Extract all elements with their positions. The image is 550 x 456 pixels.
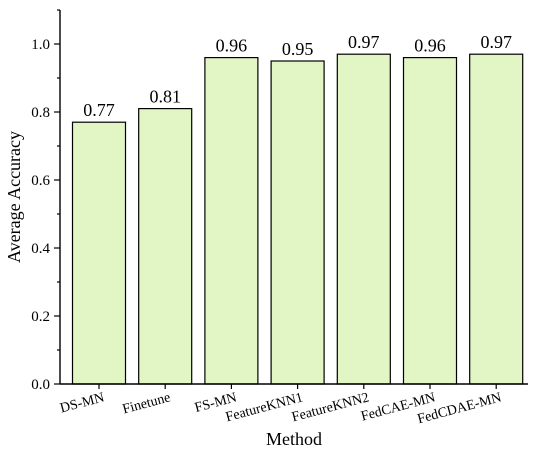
x-axis-title: Method bbox=[266, 429, 322, 449]
axes-group bbox=[59, 10, 528, 385]
bar-value-label: 0.81 bbox=[149, 87, 181, 107]
y-ticks-group: 0.0 0.2 0.4 0.6 0.8 1.0 bbox=[31, 9, 60, 393]
x-ticks-group: DS-MN Finetune FS-MNFeatureKNN1FeatureKNN2… bbox=[59, 384, 503, 427]
y-axis-title: Average Accuracy bbox=[4, 131, 24, 263]
bar-value-label: 0.97 bbox=[480, 32, 512, 52]
bar-featureknn2 bbox=[336, 53, 391, 385]
y-tick-label: 0.8 bbox=[31, 105, 50, 121]
bar-value-label: 0.95 bbox=[282, 39, 314, 59]
bar-value-label: 0.96 bbox=[414, 36, 446, 56]
bar-fedcae-mn bbox=[402, 56, 458, 385]
bar-finetune bbox=[138, 107, 193, 385]
bar-value-label: 0.77 bbox=[83, 100, 115, 120]
y-tick-label: 0.0 bbox=[31, 377, 50, 393]
bar-fs-mn bbox=[204, 56, 259, 385]
bar-ds-mn bbox=[71, 121, 127, 385]
bar-value-label: 0.96 bbox=[216, 36, 248, 56]
y-tick-label: 0.6 bbox=[31, 173, 50, 189]
x-tick-label: FeatureKNN2 bbox=[290, 390, 370, 425]
x-tick-label: DS-MN bbox=[59, 390, 106, 416]
y-tick-label: 1.0 bbox=[31, 37, 50, 53]
bar-value-label: 0.97 bbox=[348, 32, 380, 52]
bar-fedcdae-mn bbox=[469, 53, 524, 385]
x-tick-label: Finetune bbox=[121, 390, 172, 417]
y-tick-label: 0.2 bbox=[31, 309, 50, 325]
bar-featureknn1 bbox=[270, 60, 325, 385]
bars-group bbox=[71, 53, 524, 385]
y-tick-label: 0.4 bbox=[31, 241, 50, 257]
bar-labels-group: 0.77 0.81 0.96 0.95 0.97 0.96 0.97 bbox=[83, 32, 512, 120]
